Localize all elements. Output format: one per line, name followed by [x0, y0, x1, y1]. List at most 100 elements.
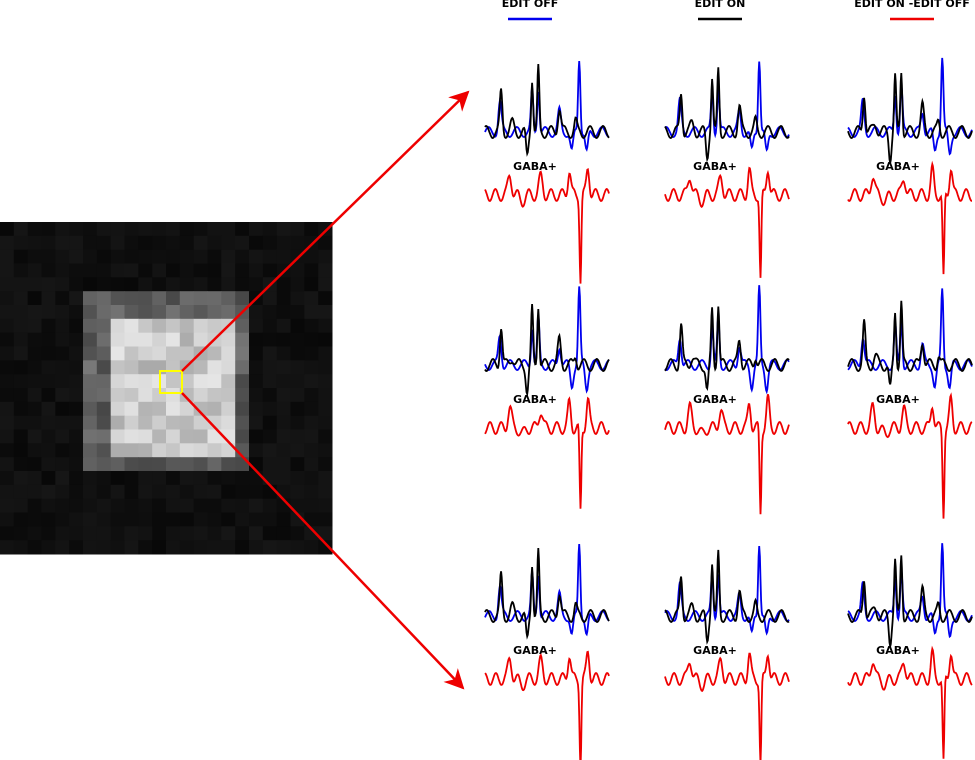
pixel	[96, 540, 112, 555]
pixel	[27, 443, 42, 458]
pixel	[304, 305, 319, 320]
pixel	[179, 415, 195, 430]
pixel	[0, 305, 15, 320]
pixel	[124, 484, 139, 500]
pixel	[193, 222, 208, 237]
pixel	[55, 249, 70, 264]
pixel	[124, 415, 139, 430]
pixel	[138, 332, 153, 347]
pixel	[69, 332, 84, 347]
pixel	[262, 401, 278, 417]
pixel	[27, 346, 42, 361]
pixel	[249, 388, 264, 403]
pixel	[13, 415, 29, 430]
pixel	[262, 235, 278, 251]
pixel	[0, 429, 15, 444]
difference-spectrum	[484, 396, 610, 509]
pixel	[221, 457, 236, 472]
pixel	[166, 526, 181, 541]
pixel	[152, 471, 167, 486]
pixel	[235, 388, 250, 403]
pixel	[207, 443, 222, 458]
pixel	[27, 222, 42, 237]
pixel	[69, 429, 84, 444]
pixel	[55, 484, 70, 500]
pixel	[221, 429, 236, 444]
pixel	[290, 443, 305, 458]
pixel	[304, 471, 319, 486]
pixel	[96, 291, 112, 306]
pixel	[166, 443, 181, 458]
pixel	[13, 429, 29, 444]
pixel	[262, 318, 278, 334]
pixel	[110, 318, 125, 334]
pixel	[152, 526, 167, 541]
pixel	[41, 305, 56, 320]
pixel	[152, 484, 167, 500]
pixel	[69, 249, 84, 264]
pixel	[55, 346, 70, 361]
pixel	[27, 374, 42, 389]
pixel	[179, 540, 195, 555]
pixel	[304, 318, 319, 334]
pixel	[304, 249, 319, 264]
pixel	[304, 415, 319, 430]
pixel	[0, 249, 15, 264]
pixel	[0, 235, 15, 251]
pixel	[207, 374, 222, 389]
pixel	[207, 429, 222, 444]
pixel	[318, 374, 333, 389]
pixel	[69, 512, 84, 527]
pixel	[41, 291, 56, 306]
pixel	[138, 388, 153, 403]
pixel	[166, 484, 181, 500]
pixel	[124, 374, 139, 389]
pixel	[41, 388, 56, 403]
pixel	[235, 291, 250, 306]
edit-on-spectrum	[484, 303, 610, 398]
pixel	[249, 249, 264, 264]
pixel	[304, 374, 319, 389]
pixel	[166, 374, 181, 389]
pixel	[13, 332, 29, 347]
pixel	[55, 277, 70, 292]
pixel	[304, 388, 319, 403]
pixel	[69, 484, 84, 500]
pixel	[41, 415, 56, 430]
pixel	[152, 277, 167, 292]
pixel	[179, 249, 195, 264]
pixel	[83, 471, 98, 486]
pixel	[55, 374, 70, 389]
pixel	[249, 429, 264, 444]
pixel	[262, 443, 278, 458]
pixel	[0, 540, 15, 555]
pixel	[110, 249, 125, 264]
pixel	[96, 429, 112, 444]
pixel	[13, 388, 29, 403]
pixel	[83, 277, 98, 292]
pixel	[304, 484, 319, 500]
pixel	[276, 457, 291, 472]
pixel	[179, 484, 195, 500]
pixel	[124, 263, 139, 278]
pixel	[41, 263, 56, 278]
pixel	[290, 374, 305, 389]
pixel	[13, 484, 29, 500]
pixel	[83, 401, 98, 417]
pixel	[13, 277, 29, 292]
pixel	[138, 291, 153, 306]
pixel	[262, 291, 278, 306]
pixel	[304, 512, 319, 527]
pixel	[235, 332, 250, 347]
pixel	[110, 512, 125, 527]
pixel	[0, 222, 15, 237]
pixel	[0, 318, 15, 334]
pixel	[304, 540, 319, 555]
pixel	[166, 318, 181, 334]
pixel	[110, 471, 125, 486]
pixel	[27, 235, 42, 251]
pixel	[41, 498, 56, 513]
pixel	[262, 471, 278, 486]
pixel	[110, 222, 125, 237]
pixel	[138, 305, 153, 320]
